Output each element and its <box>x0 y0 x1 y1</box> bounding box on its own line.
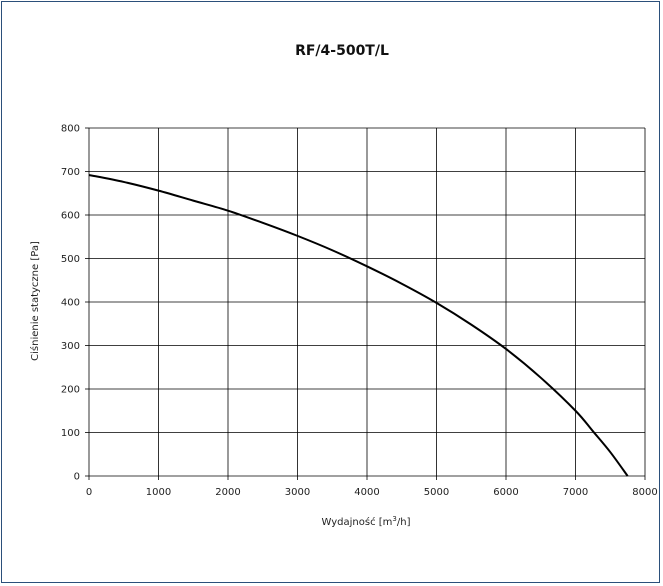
y-tick-label: 0 <box>74 472 80 483</box>
y-tick-label: 100 <box>61 428 80 439</box>
x-ticks: 0 1000 2000 3000 4000 5000 6000 7000 8000 <box>86 487 658 498</box>
x-tick-label: 6000 <box>493 487 518 498</box>
x-tick-label: 4000 <box>354 487 379 498</box>
y-ticks: 0 100 200 300 400 500 600 700 800 <box>61 124 80 483</box>
y-tick-label: 700 <box>61 167 80 178</box>
y-tick-label: 300 <box>61 341 80 352</box>
chart-title: RF/4-500T/L <box>295 43 389 59</box>
series-line <box>88 173 629 477</box>
y-axis-label: Ciśnienie statyczne [Pa] <box>29 241 41 361</box>
y-tick-label: 200 <box>61 385 80 396</box>
y-tick-label: 800 <box>61 124 80 135</box>
y-tick-label: 600 <box>61 211 80 222</box>
y-tick-label: 500 <box>61 254 80 265</box>
x-tick-label: 2000 <box>215 487 240 498</box>
x-tick-label: 7000 <box>563 487 588 498</box>
x-tick-label: 8000 <box>632 487 657 498</box>
x-tick-label: 0 <box>86 487 92 498</box>
x-tick-label: 1000 <box>146 487 171 498</box>
x-tick-label: 5000 <box>424 487 449 498</box>
y-tick-label: 400 <box>61 298 80 309</box>
x-axis-label: Wydajność [m3/h] <box>322 515 411 528</box>
x-tick-label: 3000 <box>285 487 310 498</box>
grid <box>85 127 646 480</box>
